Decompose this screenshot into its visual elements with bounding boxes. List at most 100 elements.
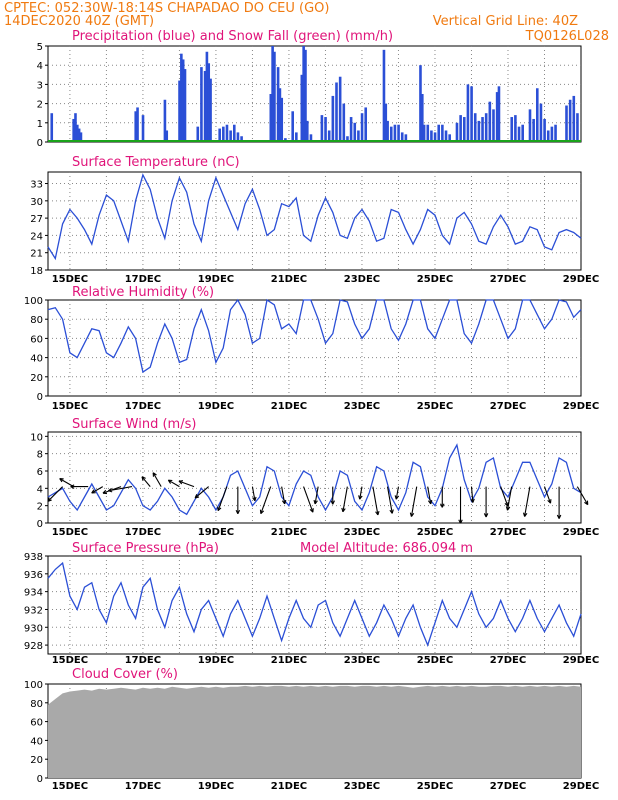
humidity-xtick-label: 19DEC <box>198 401 234 412</box>
cloud-ytick-label: 20 <box>30 755 43 766</box>
precip-bar <box>481 117 484 142</box>
precip-bar <box>207 63 211 142</box>
precip-bar <box>136 107 139 142</box>
precip-bar <box>276 67 280 142</box>
precip-bar <box>273 51 276 143</box>
precip-bar <box>338 76 342 142</box>
temperature-xtick-label: 23DEC <box>344 274 380 285</box>
precip-ytick-label: 3 <box>37 80 43 91</box>
precip-bar <box>72 118 75 142</box>
humidity-ytick-label: 60 <box>30 334 43 345</box>
wind-arrow <box>194 486 209 499</box>
precip-bar <box>546 130 550 142</box>
precip-bar <box>484 113 488 142</box>
precip-panel: 0 1 2 3 4 5 <box>37 42 582 149</box>
precip-bar <box>346 136 349 142</box>
wind-xtick-label: 25DEC <box>417 527 453 538</box>
temperature-panel: 18 21 24 27 30 33 15DEC 17DEC 19DEC 21DEC 23DEC 25D… <box>30 171 599 285</box>
precip-bar <box>342 103 346 142</box>
pressure-xtick-label: 21DEC <box>271 655 307 666</box>
cloud-cover-area <box>48 685 581 778</box>
precip-bar <box>455 122 459 142</box>
pressure-ytick-label: 932 <box>24 605 43 616</box>
cloud-xtick-label: 29DEC <box>563 781 599 792</box>
wind-arrow <box>303 486 314 513</box>
pressure-xtick-label: 19DEC <box>198 655 234 666</box>
pressure-ytick-label: 936 <box>24 570 43 581</box>
temperature-xtick-label: 19DEC <box>198 274 234 285</box>
precip-bar <box>309 134 313 142</box>
wind-xtick-label: 15DEC <box>52 527 88 538</box>
pressure-xtick-label: 23DEC <box>344 655 380 666</box>
cloud-xtick-label: 17DEC <box>125 781 161 792</box>
temperature-xtick-label: 15DEC <box>52 274 88 285</box>
precip-bar <box>203 70 207 142</box>
pressure-xtick-label: 27DEC <box>490 655 526 666</box>
precip-bar <box>554 124 557 142</box>
precip-bar <box>218 128 221 142</box>
precip-bar <box>466 84 470 142</box>
precip-bar <box>528 109 532 142</box>
precip-bar <box>163 99 167 142</box>
precip-bar <box>353 122 357 142</box>
wind-arrow <box>386 486 394 514</box>
wind-arrow <box>394 486 400 500</box>
precip-bar <box>488 101 492 142</box>
wind-arrow <box>59 478 74 488</box>
precip-ytick-label: 4 <box>37 61 43 72</box>
precip-bar <box>200 67 203 142</box>
wind-ytick-label: 2 <box>37 502 43 513</box>
wind-ytick-label: 8 <box>37 450 43 461</box>
precip-bar <box>550 126 554 142</box>
precip-bar <box>225 124 229 142</box>
wind-arrow <box>483 486 489 518</box>
precip-bar <box>304 49 307 143</box>
wind-arrow <box>281 486 287 505</box>
precip-bar <box>76 124 79 142</box>
precip-bar <box>437 124 441 142</box>
temperature-panel-title: Surface Temperature (nC) <box>72 155 240 170</box>
precip-bar <box>470 86 473 142</box>
wind-arrow <box>313 486 319 505</box>
humidity-xtick-label: 21DEC <box>271 401 307 412</box>
precip-bar <box>320 115 324 142</box>
precip-bar <box>510 117 514 142</box>
wind-arrow <box>341 486 348 513</box>
precip-bar <box>50 113 54 142</box>
humidity-ytick-label: 0 <box>37 392 43 403</box>
precip-bar <box>357 130 360 142</box>
wind-arrow <box>505 486 513 511</box>
pressure-panel: 928 930 932 934 936 938 15DEC 17DEC 19DEC 21DEC 23… <box>24 552 599 666</box>
precip-bar <box>397 124 400 142</box>
header-date: 14DEC2020 40Z (GMT) <box>4 14 154 29</box>
precip-bar <box>444 130 448 142</box>
precip-bar <box>473 113 477 142</box>
precip-bar <box>404 134 408 142</box>
precip-bar <box>393 124 397 142</box>
wind-arrow <box>259 486 272 515</box>
humidity-xtick-label: 15DEC <box>52 401 88 412</box>
wind-arrow <box>235 486 241 515</box>
wind-arrow <box>217 486 228 512</box>
precip-bar <box>222 126 225 142</box>
wind-arrow <box>470 486 475 503</box>
precip-bar <box>539 103 543 142</box>
precip-bar <box>300 74 304 142</box>
precip-bar <box>400 132 404 142</box>
precip-bar <box>181 59 185 142</box>
temperature-ytick-label: 33 <box>30 180 43 191</box>
precip-bar <box>335 82 338 142</box>
model-altitude-label: Model Altitude: 686.094 m <box>300 541 473 556</box>
cloud-ytick-label: 40 <box>30 736 43 747</box>
precip-ytick-label: 5 <box>37 42 43 53</box>
precip-bar <box>430 130 433 142</box>
precip-bar <box>572 95 576 142</box>
humidity-ytick-label: 40 <box>30 354 43 365</box>
pressure-line <box>47 561 582 647</box>
wind-frame <box>47 431 582 524</box>
humidity-panel-title: Relative Humidity (%) <box>72 285 214 300</box>
cloud-xtick-label: 19DEC <box>198 781 234 792</box>
precip-bar <box>389 126 393 142</box>
precip-bar <box>459 115 462 142</box>
precip-bar <box>141 115 145 142</box>
